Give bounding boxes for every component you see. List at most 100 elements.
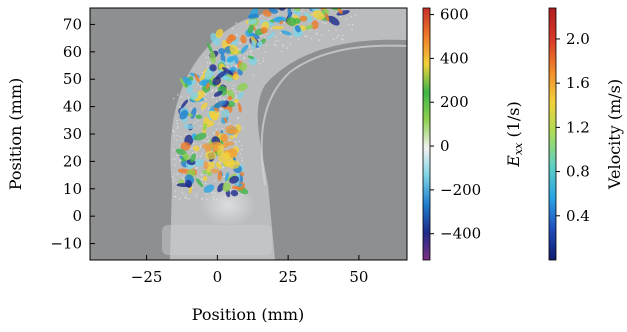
- vector-dot: [203, 140, 204, 141]
- vector-dot: [207, 137, 208, 138]
- vector-dot: [287, 47, 288, 48]
- vector-dot: [214, 133, 215, 134]
- vector-dot: [280, 32, 281, 33]
- vector-dot: [200, 86, 201, 87]
- colorbar-tick-label: 1.2: [566, 118, 590, 136]
- vector-dot: [197, 113, 198, 114]
- vector-dot: [201, 174, 202, 175]
- vector-dot: [219, 97, 220, 98]
- vector-dot: [185, 195, 186, 196]
- vector-dot: [175, 158, 176, 159]
- strain-rate-colorbar-ticks: 6004002000−200−400: [430, 6, 481, 243]
- colorbar-tick-label: −400: [440, 225, 481, 243]
- vector-dot: [188, 99, 189, 100]
- vector-dot: [197, 120, 198, 121]
- vector-dot: [174, 164, 175, 165]
- vector-dot: [181, 96, 182, 97]
- plot-area: [90, 0, 407, 260]
- vector-dot: [278, 40, 279, 41]
- vector-dot: [236, 142, 237, 143]
- vector-dot: [181, 191, 182, 192]
- vector-dot: [224, 175, 225, 176]
- vector-dot: [229, 140, 230, 141]
- vector-dot: [229, 123, 230, 124]
- strain-blob: [229, 135, 234, 139]
- vector-dot: [177, 94, 178, 95]
- vector-dot: [212, 90, 213, 91]
- vector-dot: [173, 174, 174, 175]
- vector-dot: [218, 123, 219, 124]
- vector-dot: [194, 122, 195, 123]
- y-axis: −10 0 10 20 30 40 50 60 70: [50, 15, 95, 252]
- vector-dot: [333, 1, 334, 2]
- colorbar-tick-label: 400: [440, 49, 469, 67]
- vector-dot: [227, 66, 228, 67]
- vector-dot: [306, 35, 307, 36]
- colorbar-tick-label: 0: [440, 137, 450, 155]
- vector-dot: [342, 35, 343, 36]
- vector-dot: [182, 176, 183, 177]
- vector-dot: [197, 167, 198, 168]
- vector-dot: [205, 99, 206, 100]
- x-tick-label: −25: [131, 268, 163, 286]
- vector-dot: [321, 35, 322, 36]
- vector-dot: [176, 135, 177, 136]
- strain-blob: [228, 129, 239, 134]
- vector-dot: [298, 39, 299, 40]
- vector-dot: [235, 65, 236, 66]
- vector-dot: [273, 44, 274, 45]
- vector-dot: [179, 106, 180, 107]
- vector-dot: [202, 199, 203, 200]
- vector-dot: [221, 108, 222, 109]
- vector-dot: [291, 36, 292, 37]
- vector-dot: [190, 107, 191, 108]
- vector-dot: [283, 45, 284, 46]
- vector-dot: [179, 160, 180, 161]
- strain-blob: [221, 134, 228, 142]
- vector-dot: [246, 53, 247, 54]
- vector-dot: [291, 6, 292, 7]
- vector-dot: [290, 44, 291, 45]
- vector-dot: [214, 161, 215, 162]
- vector-dot: [191, 147, 192, 148]
- vector-dot: [226, 124, 227, 125]
- vector-dot: [237, 118, 238, 119]
- strain-blob: [228, 160, 240, 169]
- y-tick-label: 10: [63, 180, 82, 198]
- vector-dot: [220, 109, 221, 110]
- vector-dot: [174, 196, 175, 197]
- vector-dot: [202, 110, 203, 111]
- vector-dot: [176, 155, 177, 156]
- vector-dot: [173, 149, 174, 150]
- vector-dot: [198, 84, 199, 85]
- vector-dot: [239, 54, 240, 55]
- vector-dot: [209, 63, 210, 64]
- strain-blob: [224, 151, 231, 159]
- vector-dot: [325, 1, 326, 2]
- strain-blob: [211, 169, 219, 174]
- strain-blob: [272, 26, 284, 29]
- x-tick-label: 0: [213, 268, 223, 286]
- vector-dot: [223, 98, 224, 99]
- vector-dot: [277, 13, 278, 14]
- vector-dot: [242, 127, 243, 128]
- vector-dot: [212, 97, 213, 98]
- vector-dot: [351, 29, 352, 30]
- vector-dot: [213, 196, 214, 197]
- vector-dot: [186, 198, 187, 199]
- vector-dot: [216, 101, 217, 102]
- vector-dot: [337, 0, 338, 1]
- vector-dot: [192, 152, 193, 153]
- vector-dot: [336, 37, 337, 38]
- vector-dot: [241, 194, 242, 195]
- vector-dot: [194, 195, 195, 196]
- y-tick-label: 30: [63, 125, 82, 143]
- vector-dot: [316, 29, 317, 30]
- vector-dot: [173, 158, 174, 159]
- vector-dot: [196, 196, 197, 197]
- vector-dot: [236, 34, 237, 35]
- vector-dot: [216, 90, 217, 91]
- strain-rate-colorbar-scale: [423, 8, 430, 260]
- vector-dot: [196, 156, 197, 157]
- velocity-colorbar-ticks: 2.0 1.6 1.2 0.8 0.4: [556, 30, 590, 225]
